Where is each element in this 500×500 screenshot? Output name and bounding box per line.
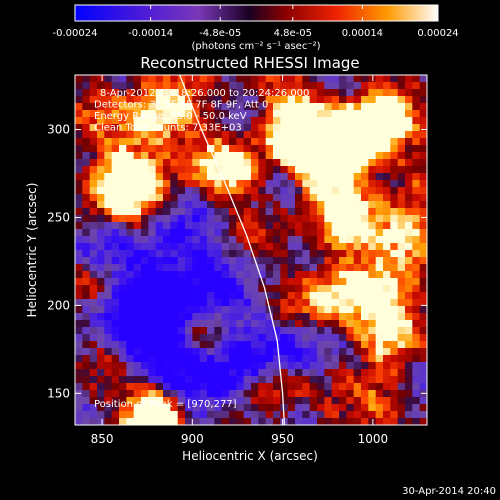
y-tick-label: 300 (47, 123, 70, 137)
heatmap-grid (75, 75, 427, 425)
colorbar: -0.00024 -0.00014 -4.8e-05 4.8e-05 0.00014 0.… (53, 4, 459, 52)
annotation-line: 8-Apr-2012 20:18:26.000 to 20:24:26.000 (100, 88, 309, 99)
y-axis-ticks: 150 200 250 300 (47, 123, 427, 400)
x-tick-label: 850 (91, 432, 114, 446)
y-tick-label: 150 (47, 386, 70, 400)
colorbar-unit-label: (photons cm⁻² s⁻¹ asec⁻²) (191, 41, 320, 52)
x-tick-label: 900 (181, 432, 204, 446)
colorbar-tick-label: 0.00014 (342, 28, 383, 39)
solar-limb-curve (179, 75, 286, 425)
colorbar-tick-label: -0.00014 (128, 28, 173, 39)
footer-timestamp: 30-Apr-2014 20:40 (402, 486, 496, 497)
colorbar-ticks: -0.00024 -0.00014 -4.8e-05 4.8e-05 0.00014 0.… (53, 5, 459, 39)
colorbar-tick-label: 0.00024 (417, 28, 458, 39)
y-tick-label: 250 (47, 210, 70, 224)
peak-position-label: Position of Peak = [970,277] (94, 399, 237, 410)
annotation-line: Detectors: 3F 5F 6F 7F 8F 9F, Att 0 (94, 100, 268, 111)
x-tick-label: 1000 (358, 432, 389, 446)
y-tick-label: 200 (47, 298, 70, 312)
annotation-line: Energy Range: 25.0 - 50.0 keV (94, 111, 247, 122)
colorbar-tick-label: -4.8e-05 (199, 28, 241, 39)
x-axis-ticks: 850 900 950 1000 (91, 75, 388, 446)
y-axis-label: Heliocentric Y (arcsec) (25, 183, 39, 318)
annotation-block: 8-Apr-2012 20:18:26.000 to 20:24:26.000D… (94, 88, 309, 134)
x-axis-label: Heliocentric X (arcsec) (182, 449, 318, 463)
chart-title: Reconstructed RHESSI Image (140, 54, 359, 72)
colorbar-tick-label: 4.8e-05 (274, 28, 312, 39)
colorbar-gradient (74, 4, 439, 22)
annotation-line: Clean Total counts: 7.33E+03 (94, 123, 242, 134)
colorbar-tick-label: -0.00024 (53, 28, 98, 39)
plot-frame (74, 74, 428, 426)
x-tick-label: 950 (271, 432, 294, 446)
